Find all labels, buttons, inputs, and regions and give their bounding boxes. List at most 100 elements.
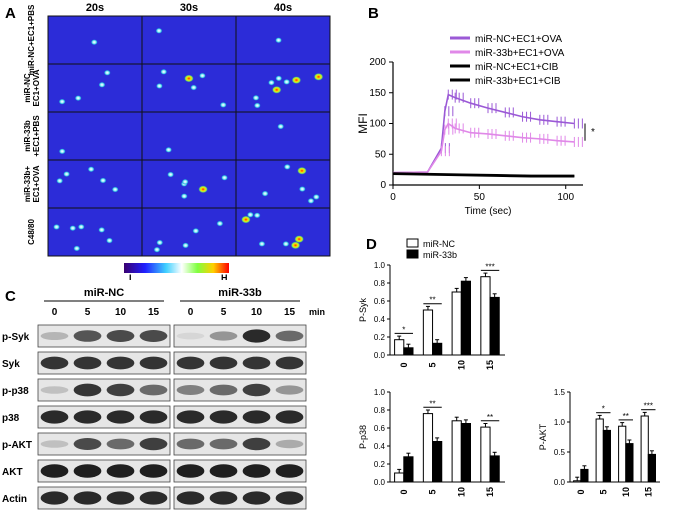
cell-spot [221,174,229,181]
cell-spot [165,146,173,153]
time-label: 0 [188,307,194,318]
bar [422,413,434,483]
x-tick-label: 100 [557,192,574,203]
cell-spot [99,177,107,184]
blot-band [242,491,271,505]
blot-band [73,383,102,397]
blot-strip [173,324,307,348]
panel-letter-c: C [5,288,16,305]
blot-band [73,438,102,450]
y-tick-label: 0.8 [374,279,386,288]
cell-spot [181,178,189,185]
cell-spot [216,220,224,227]
bar [460,280,472,356]
time-label: 10 [251,307,263,318]
blot-strip [173,351,307,375]
blot-band [209,491,238,505]
cell-spot [167,171,175,178]
blot-strip [37,324,171,348]
blot-strip [37,459,171,483]
legend-label: miR-NC [423,239,455,249]
blot-band [40,464,69,478]
blot-band [106,330,135,342]
bar [451,291,462,356]
panel-letter-d: D [366,236,377,253]
protein-label: p38 [2,413,20,424]
cell-spot [155,82,163,89]
blot-strip [37,351,171,375]
cell-spot [77,223,85,230]
blot-strip [173,405,307,429]
cell-spot [198,72,206,79]
panel-b-line-chart: 0 50 100 150 200 0 50 100 Time (sec) MFI * miR-NC+E… [356,34,595,217]
cell-spot [183,74,194,83]
blot-band [242,464,271,478]
colorbar [124,263,229,273]
bar [573,480,582,483]
y-tick-label: 0.6 [374,297,386,306]
bar [480,276,491,356]
blot-band [139,384,168,396]
bar [489,455,500,483]
bar [432,342,443,356]
y-tick-label: 1.0 [554,418,566,427]
bar [618,425,627,483]
grid-column-label: 20s [86,2,104,14]
blot-band [139,491,168,505]
time-label: 15 [148,307,160,318]
cell-spot [58,148,66,155]
cell-spot [111,186,119,193]
y-tick-label: 200 [369,57,386,68]
grid-row-label: miR-NC+EC1+PBS [27,4,36,75]
y-tick-label: 0.0 [554,478,566,487]
significance-label: *** [485,262,494,271]
legend-label: miR-NC+EC1+CIB [475,62,559,73]
blot-band [176,332,205,340]
imaging-cell [47,111,143,161]
cell-spot [271,85,282,94]
cell-spot [275,75,283,82]
blot-band [176,438,205,450]
blot-band [176,410,205,424]
cell-spot [290,241,301,250]
bar [480,426,491,483]
bar [432,441,443,483]
bar [451,420,462,483]
blot-strip [37,432,171,456]
blot-band [139,356,168,370]
blot-strip [37,405,171,429]
x-tick-label: 0 [576,489,586,494]
cell-spot [58,98,66,105]
blot-strip [37,486,171,510]
protein-label: AKT [2,467,23,478]
cell-spot [105,237,113,244]
cell-spot [74,95,82,102]
imaging-cell [235,111,331,161]
imaging-cell [235,15,331,65]
panel-c-western-blots: miR-NC miR-33b 0 5 10 15 0 5 10 15 min p-Syk Syk p-p3… [2,287,325,510]
cell-spot [246,211,254,218]
blot-band [176,464,205,478]
x-tick-label: 50 [474,192,486,203]
blot-band [73,410,102,424]
x-tick-label: 10 [621,487,631,497]
blot-band [40,332,69,340]
cell-spot [283,163,291,170]
blot-band [275,356,304,370]
cell-spot [87,166,95,173]
blot-band [40,356,69,370]
cell-spot [312,193,320,200]
bar [595,418,604,483]
cell-spot [258,240,266,247]
cell-spot [307,197,315,204]
x-tick-label: 0 [399,362,409,367]
time-unit-label: min [309,307,325,317]
blot-band [209,331,238,341]
blot-band [73,491,102,505]
blot-band [275,491,304,505]
x-tick-label: 0 [399,489,409,494]
cell-spot [219,101,227,108]
blot-band [139,410,168,424]
cell-spot [155,27,163,34]
